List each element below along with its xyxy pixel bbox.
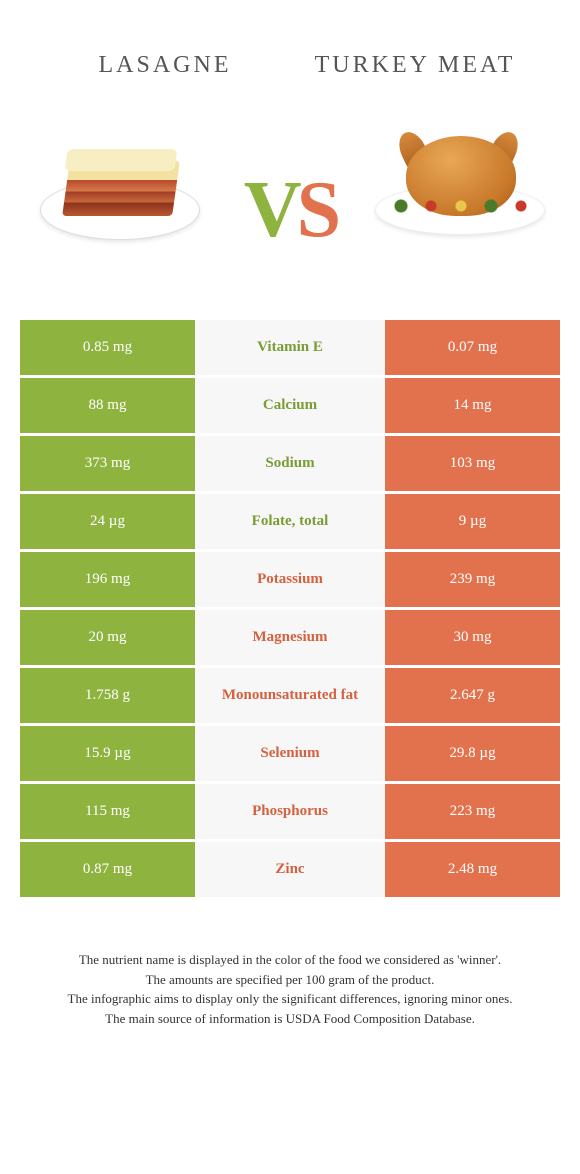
cell-left: 1.758 g [20,668,195,723]
vs-s: S [297,166,337,254]
nutrient-table: 0.85 mgVitamin E0.07 mg88 mgCalcium14 mg… [0,320,580,897]
cell-nutrient: Monounsaturated fat [195,668,385,723]
cell-right: 14 mg [385,378,560,433]
table-row: 20 mgMagnesium30 mg [20,610,560,665]
cell-left: 0.85 mg [20,320,195,375]
footer-line: The amounts are specified per 100 gram o… [30,970,550,990]
cell-nutrient: Zinc [195,842,385,897]
cell-right: 30 mg [385,610,560,665]
cell-nutrient: Sodium [195,436,385,491]
cell-left: 88 mg [20,378,195,433]
cell-right: 103 mg [385,436,560,491]
cell-nutrient: Phosphorus [195,784,385,839]
cell-nutrient: Folate, total [195,494,385,549]
cell-left: 24 µg [20,494,195,549]
cell-nutrient: Potassium [195,552,385,607]
cell-left: 20 mg [20,610,195,665]
footer-line: The infographic aims to display only the… [30,989,550,1009]
table-row: 0.85 mgVitamin E0.07 mg [20,320,560,375]
footer-line: The nutrient name is displayed in the co… [30,950,550,970]
cell-left: 0.87 mg [20,842,195,897]
table-row: 115 mgPhosphorus223 mg [20,784,560,839]
lasagne-image [30,140,210,280]
cell-nutrient: Selenium [195,726,385,781]
cell-right: 2.647 g [385,668,560,723]
cell-right: 29.8 µg [385,726,560,781]
table-row: 1.758 gMonounsaturated fat2.647 g [20,668,560,723]
footer-line: The main source of information is USDA F… [30,1009,550,1029]
table-row: 24 µgFolate, total9 µg [20,494,560,549]
hero-row: VS [0,110,580,320]
turkey-image [370,140,550,280]
cell-nutrient: Calcium [195,378,385,433]
cell-right: 239 mg [385,552,560,607]
cell-left: 196 mg [20,552,195,607]
cell-right: 223 mg [385,784,560,839]
cell-right: 2.48 mg [385,842,560,897]
cell-right: 0.07 mg [385,320,560,375]
vs-label: VS [244,165,336,256]
vs-v: V [244,166,297,254]
cell-left: 115 mg [20,784,195,839]
cell-right: 9 µg [385,494,560,549]
table-row: 0.87 mgZinc2.48 mg [20,842,560,897]
title-left: Lasagne [40,51,290,80]
table-row: 373 mgSodium103 mg [20,436,560,491]
cell-nutrient: Magnesium [195,610,385,665]
table-row: 196 mgPotassium239 mg [20,552,560,607]
title-right: Turkey meat [290,51,540,80]
cell-left: 15.9 µg [20,726,195,781]
cell-nutrient: Vitamin E [195,320,385,375]
footer-notes: The nutrient name is displayed in the co… [0,900,580,1028]
cell-left: 373 mg [20,436,195,491]
titles-row: Lasagne Turkey meat [0,0,580,110]
table-row: 88 mgCalcium14 mg [20,378,560,433]
table-row: 15.9 µgSelenium29.8 µg [20,726,560,781]
